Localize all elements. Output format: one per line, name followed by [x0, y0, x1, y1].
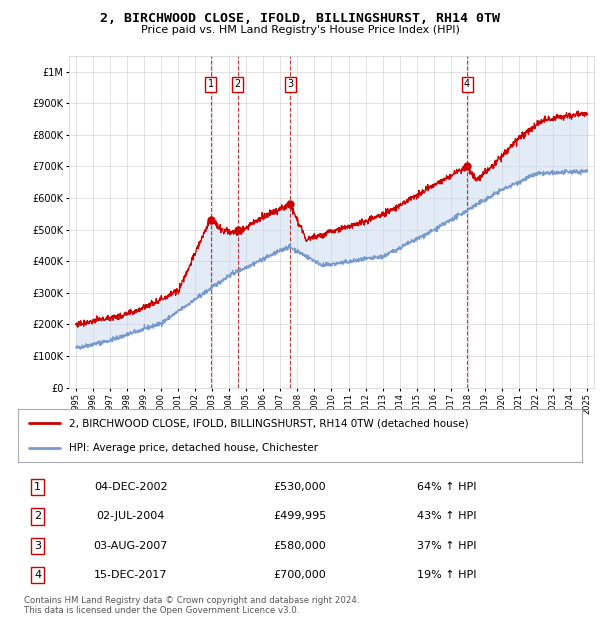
Text: 15-DEC-2017: 15-DEC-2017: [94, 570, 167, 580]
Text: 02-JUL-2004: 02-JUL-2004: [97, 512, 165, 521]
Text: 2, BIRCHWOOD CLOSE, IFOLD, BILLINGSHURST, RH14 0TW (detached house): 2, BIRCHWOOD CLOSE, IFOLD, BILLINGSHURST…: [69, 418, 469, 428]
Text: 3: 3: [34, 541, 41, 551]
Text: 1: 1: [34, 482, 41, 492]
Text: 37% ↑ HPI: 37% ↑ HPI: [417, 541, 476, 551]
Text: £700,000: £700,000: [274, 570, 326, 580]
Text: Price paid vs. HM Land Registry's House Price Index (HPI): Price paid vs. HM Land Registry's House …: [140, 25, 460, 35]
Text: 3: 3: [287, 79, 293, 89]
Text: HPI: Average price, detached house, Chichester: HPI: Average price, detached house, Chic…: [69, 443, 318, 453]
Text: Contains HM Land Registry data © Crown copyright and database right 2024.: Contains HM Land Registry data © Crown c…: [24, 596, 359, 606]
Text: This data is licensed under the Open Government Licence v3.0.: This data is licensed under the Open Gov…: [24, 606, 299, 616]
Text: 19% ↑ HPI: 19% ↑ HPI: [417, 570, 476, 580]
Text: 2, BIRCHWOOD CLOSE, IFOLD, BILLINGSHURST, RH14 0TW: 2, BIRCHWOOD CLOSE, IFOLD, BILLINGSHURST…: [100, 12, 500, 25]
Text: 4: 4: [464, 79, 470, 89]
Text: 43% ↑ HPI: 43% ↑ HPI: [417, 512, 476, 521]
Text: 04-DEC-2002: 04-DEC-2002: [94, 482, 167, 492]
Text: 2: 2: [34, 512, 41, 521]
Text: 2: 2: [235, 79, 241, 89]
Text: 4: 4: [34, 570, 41, 580]
Text: 03-AUG-2007: 03-AUG-2007: [94, 541, 168, 551]
Text: £580,000: £580,000: [274, 541, 326, 551]
Text: £530,000: £530,000: [274, 482, 326, 492]
Text: £499,995: £499,995: [274, 512, 326, 521]
Text: 64% ↑ HPI: 64% ↑ HPI: [417, 482, 476, 492]
Text: 1: 1: [208, 79, 214, 89]
